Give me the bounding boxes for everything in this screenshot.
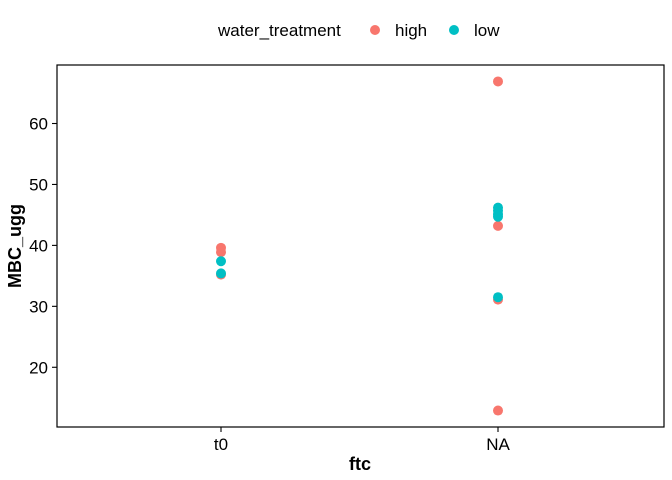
legend-key-high (370, 25, 380, 35)
y-tick-label: 20 (29, 358, 48, 377)
point-high (493, 76, 503, 87)
x-tick-label: t0 (214, 435, 228, 454)
legend-label-low: low (474, 21, 500, 40)
x-axis-title: ftc (349, 454, 371, 474)
legend: water_treatment high low (217, 21, 500, 40)
data-points (216, 76, 503, 416)
y-tick-label: 40 (29, 236, 48, 255)
y-axis: 20 30 40 50 60 (29, 115, 57, 377)
y-tick-label: 60 (29, 115, 48, 134)
point-low (493, 292, 503, 303)
point-high (493, 220, 503, 231)
y-axis-title: MBC_ugg (5, 204, 25, 288)
legend-label-high: high (395, 21, 427, 40)
point-low (216, 268, 226, 279)
point-low (493, 211, 503, 222)
x-axis: t0 NA (214, 427, 510, 454)
point-high (216, 247, 226, 258)
legend-title: water_treatment (217, 21, 341, 40)
point-high (493, 405, 503, 416)
x-tick-label: NA (486, 435, 510, 454)
y-tick-label: 50 (29, 175, 48, 194)
legend-key-low (449, 25, 459, 35)
plot-panel (56, 64, 665, 428)
y-tick-label: 30 (29, 297, 48, 316)
point-low (216, 256, 226, 267)
